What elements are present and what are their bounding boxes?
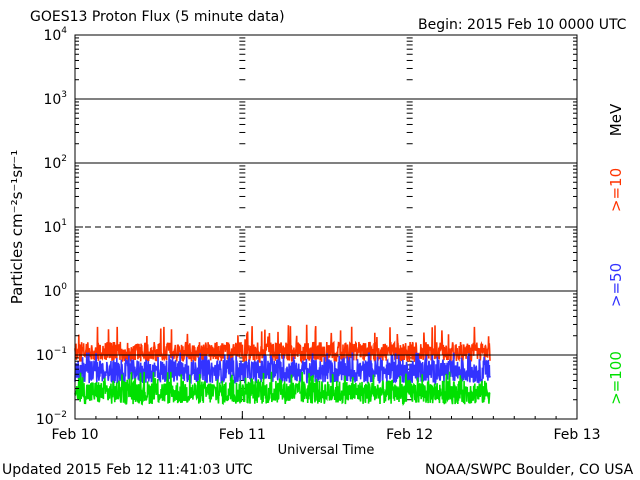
x-tick-label: Feb 11 [219, 427, 266, 443]
y-tick-label: 102 [43, 154, 67, 172]
credit-label: NOAA/SWPC Boulder, CO USA [425, 462, 634, 478]
legend-entry-3: >=100 [607, 351, 625, 405]
updated-timestamp: Updated 2015 Feb 12 11:41:03 UTC [2, 462, 253, 478]
legend-entry-2: >=50 [607, 263, 625, 307]
y-axis-label: Particles cm⁻²s⁻¹sr⁻¹ [8, 150, 26, 304]
legend-entry-1: >=10 [607, 168, 625, 212]
y-tick-label: 103 [43, 90, 67, 108]
series-line-3 [74, 371, 491, 407]
chart-title: GOES13 Proton Flux (5 minute data) [30, 9, 285, 25]
y-tick-label: 10−2 [36, 410, 67, 428]
y-tick-label: 100 [43, 282, 67, 300]
y-tick-label: 101 [43, 218, 67, 236]
y-tick-label: 10−1 [36, 346, 67, 364]
x-axis-label: Universal Time [278, 443, 375, 458]
series-line-1 [74, 324, 491, 365]
legend-unit-label: MeV [607, 103, 625, 136]
y-tick-label: 104 [43, 26, 67, 44]
x-tick-label: Feb 12 [386, 427, 433, 443]
begin-date-label: Begin: 2015 Feb 10 0000 UTC [418, 17, 627, 33]
x-tick-label: Feb 10 [51, 427, 98, 443]
x-tick-label: Feb 13 [553, 427, 600, 443]
